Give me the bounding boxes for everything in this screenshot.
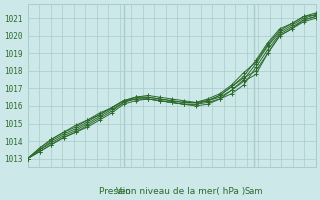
X-axis label: Pression niveau de la mer( hPa ): Pression niveau de la mer( hPa ) — [99, 187, 245, 196]
Text: Sam: Sam — [244, 187, 263, 196]
Text: Ven: Ven — [116, 187, 132, 196]
